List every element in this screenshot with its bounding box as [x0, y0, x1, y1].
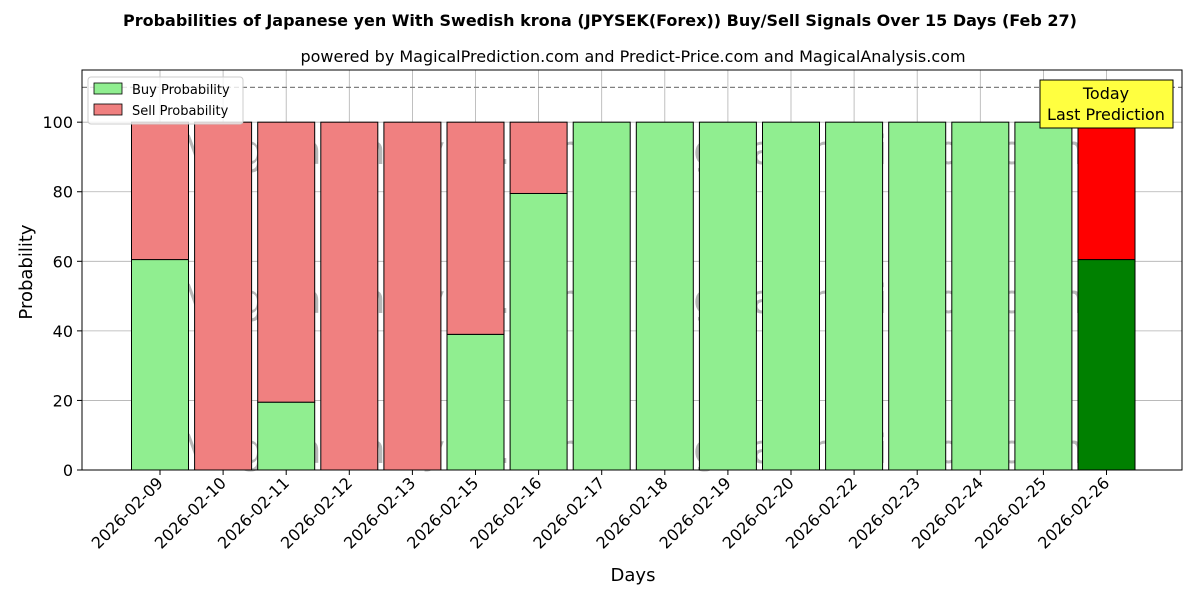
bar-sell	[383, 121, 442, 471]
y-tick-label: 60	[53, 252, 73, 271]
bar-buy	[446, 333, 505, 471]
annotation-line-2: Last Prediction	[1047, 105, 1165, 124]
bar-buy	[888, 121, 947, 471]
annotation-line-1: Today	[1082, 84, 1129, 103]
watermark-group: MagicalAnalysis.com MagicalPrediction.co…	[180, 128, 1084, 473]
bar-sell	[446, 121, 505, 335]
y-axis-ticks: 0 20 40 60 80 100	[42, 113, 82, 480]
bar-buy	[698, 121, 757, 471]
x-axis-ticks: 2026-02-092026-02-102026-02-112026-02-12…	[88, 470, 1113, 553]
bar-buy	[635, 121, 694, 471]
legend-label-sell: Sell Probability	[132, 104, 229, 119]
legend-swatch-sell	[93, 103, 123, 116]
bar-buy	[762, 121, 820, 471]
y-tick-label: 20	[53, 391, 73, 410]
bar-sell	[257, 121, 316, 403]
bar-sell	[131, 121, 189, 261]
chart-subtitle: powered by MagicalPrediction.com and Pre…	[300, 47, 965, 66]
legend: Buy Probability Sell Probability	[87, 76, 244, 125]
bar-sell	[320, 121, 379, 471]
legend-swatch-buy	[93, 82, 123, 95]
bar-buy	[572, 121, 631, 471]
y-tick-label: 0	[63, 461, 73, 480]
bar-buy	[257, 401, 316, 471]
watermark-text: MagicalAnalysis.com MagicalPrediction.co…	[180, 128, 1084, 174]
x-axis-label: Days	[611, 565, 656, 586]
bar-buy	[825, 121, 884, 471]
legend-box	[87, 76, 244, 125]
bar-sell	[509, 121, 568, 194]
watermark-text: MagicalAnalysis.com MagicalPrediction.co…	[180, 427, 1084, 473]
y-tick-label: 80	[53, 183, 73, 202]
bar-sell	[1077, 121, 1136, 261]
today-annotation: Today Last Prediction	[1039, 79, 1174, 129]
annotation-box	[1039, 79, 1174, 129]
y-tick-label: 100	[42, 113, 73, 132]
watermark-text: MagicalAnalysis.com MagicalPrediction.co…	[180, 277, 1084, 323]
bar-buy	[951, 121, 1010, 471]
bar-sell	[194, 121, 253, 471]
y-tick-label: 40	[53, 322, 73, 341]
bar-buy	[1077, 259, 1136, 471]
chart-title: Probabilities of Japanese yen With Swedi…	[123, 11, 1077, 30]
bar-buy	[509, 192, 568, 471]
legend-label-buy: Buy Probability	[132, 83, 230, 98]
bar-buy	[1014, 121, 1073, 471]
y-axis-label: Probability	[16, 224, 37, 319]
plot-frame	[81, 69, 1183, 471]
bar-buy	[131, 259, 189, 471]
bar-group	[131, 121, 1136, 471]
